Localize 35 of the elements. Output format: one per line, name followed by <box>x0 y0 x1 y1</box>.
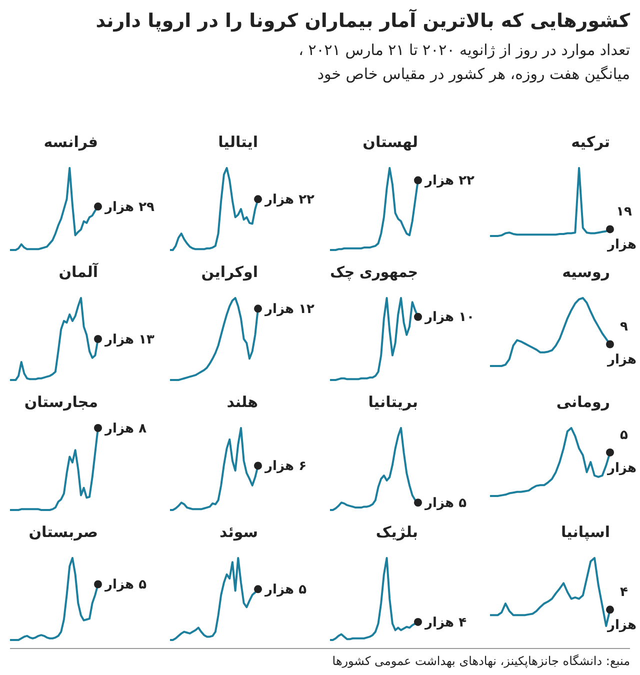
chart-title: جمهوری چک <box>330 264 418 282</box>
text: ۴ هزار <box>424 615 467 630</box>
text: ۱۲ هزار <box>264 302 315 318</box>
text: ۱۳ هزار <box>104 332 155 348</box>
chart-title: صربستان <box>28 522 98 541</box>
chart-title: آلمان <box>58 262 99 281</box>
chart-title: رومانی <box>556 392 610 411</box>
chart-title: لهستان <box>362 132 418 151</box>
chart-title: هلند <box>226 392 258 411</box>
text: ۲۲ هزار <box>264 192 315 208</box>
text: منبع: دانشگاه جانزهاپکینز، نهادهای بهداشت عمومی کشورها <box>10 648 630 668</box>
text: ۵ هزار <box>607 428 637 476</box>
text: ۵ هزار <box>424 496 467 511</box>
text: کشورهایی که بالاترین آمار بیماران کرونا را در اروپا دارند <box>94 10 630 32</box>
text: ۸ هزار <box>104 421 147 436</box>
text: ۹ هزار <box>607 320 637 368</box>
text: ۲۹ هزار <box>104 200 155 215</box>
chart-title: اسپانیا <box>560 522 610 541</box>
text: ۵ هزار <box>264 582 307 598</box>
text: تعداد موارد در روز از ژانویه ۲۰۲۰ تا ۲۱ مارس ۲۰۲۱ ، میانگین هفت روزه، هر کشور در مقیاس خاص خود <box>298 40 630 85</box>
text: ۵ هزار <box>104 578 147 593</box>
text: ۱۰ هزار <box>424 310 474 326</box>
chart-title: فرانسه <box>44 132 98 151</box>
chart-title: بریتانیا <box>368 392 418 411</box>
chart-title: ترکیه <box>571 132 610 151</box>
chart-title: سوئد <box>220 522 258 541</box>
chart-title: اوکراین <box>201 262 258 281</box>
chart-title: مجارستان <box>24 392 98 411</box>
chart-title: روسیه <box>562 262 610 281</box>
chart-title: بلژیک <box>376 522 418 541</box>
text: ۲۲ هزار <box>424 174 475 189</box>
text: ۴ هزار <box>607 585 637 634</box>
chart-title: ایتالیا <box>218 132 258 151</box>
text: ۱۹ هزار <box>607 204 637 253</box>
text: ۶ هزار <box>264 459 307 474</box>
